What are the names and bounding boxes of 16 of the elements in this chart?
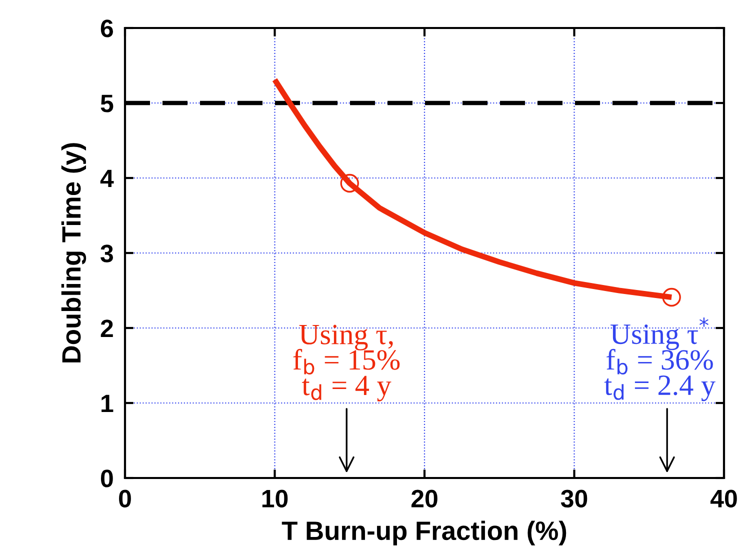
y-tick-label: 6 — [100, 20, 113, 38]
y-tick-label: 3 — [100, 244, 113, 262]
text: Using τ$^{*}$ f$_{b}$ = 36% t$_{d}$ = 2.4 y — [604, 317, 716, 402]
x-tick-label: 20 — [411, 490, 438, 508]
y-tick-label: 1 — [102, 394, 114, 412]
x-tick-label: 40 — [710, 490, 737, 508]
x-tick-label: 0 — [119, 490, 131, 508]
x-tick-label: 10 — [262, 490, 288, 508]
x-tick-label: 30 — [560, 490, 588, 508]
x-axis-title: T Burn-up Fraction (%) — [282, 520, 566, 546]
y-tick-label: 5 — [100, 94, 114, 112]
y-tick-label: 0 — [100, 470, 113, 488]
y-tick-label: 4 — [100, 170, 114, 188]
y-tick-label: 2 — [100, 320, 113, 338]
y-axis-title: Doubling Time (y) — [61, 143, 86, 362]
annotation: Using τ, f$_{b}$ = 15% t$_{d}$ = 4 y — [293, 324, 400, 402]
